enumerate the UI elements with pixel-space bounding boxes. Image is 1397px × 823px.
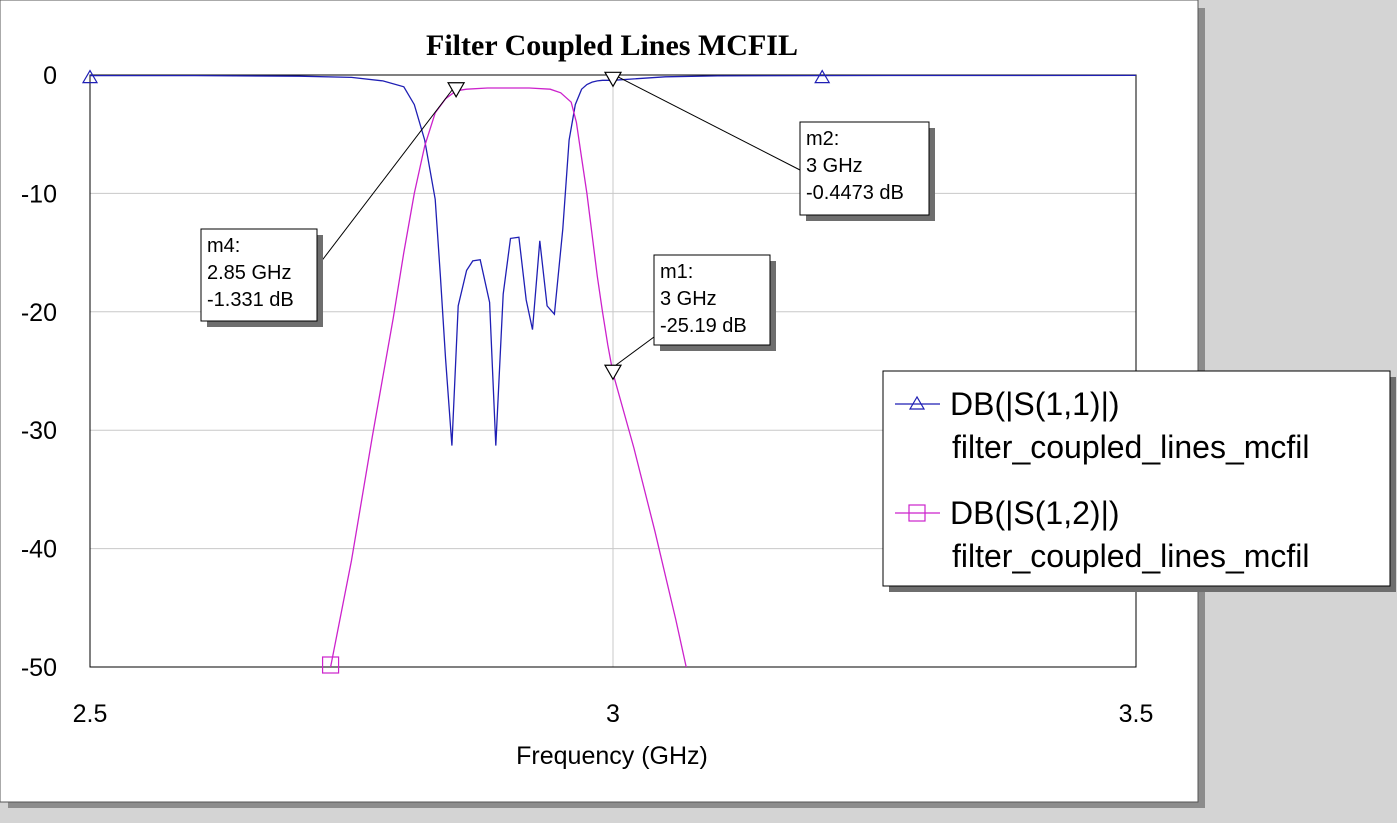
legend-box: [882, 370, 1391, 587]
marker-symbol-m2: [603, 71, 623, 88]
marker-leader-m2: [612, 73, 801, 171]
marker-text-m2: 3 GHz: [806, 155, 863, 177]
legend-swatch-marker: [908, 395, 926, 410]
marker-box-m4: [200, 228, 318, 322]
legend-swatch-marker: [908, 504, 926, 522]
x-tick-label: 3: [606, 700, 620, 728]
marker-text-m4: -1.331 dB: [207, 289, 294, 311]
marker-layer: m1: 3 GHz -25.19 dB m2: 3 GHz -0.4473 dB m4: 2.…: [200, 71, 935, 381]
y-tick-label: -30: [21, 417, 57, 445]
x-tick-label: 2.5: [73, 700, 108, 728]
marker-text-m1: -25.19 dB: [660, 315, 747, 337]
legend-label: DB(|S(1,1)|): [950, 386, 1120, 422]
series-marker-2: [321, 656, 340, 674]
marker-leader-m4: [316, 84, 457, 268]
marker-symbol-m1: [603, 364, 623, 381]
series-line-1: [90, 74, 1137, 446]
y-tick-label: 0: [43, 62, 57, 90]
legend: DB(|S(1,1)|) filter_coupled_lines_mcfil DB…: [882, 370, 1396, 592]
series-marker-1: [814, 69, 831, 84]
chart-title: Filter Coupled Lines MCFIL: [426, 29, 798, 62]
x-tick-labels: 2.5 3 3.5: [73, 700, 1154, 728]
y-tick-labels: 0 -10 -20 -30 -40 -50: [21, 62, 57, 682]
marker-text-m4: 2.85 GHz: [207, 262, 291, 284]
y-tick-label: -50: [21, 654, 57, 682]
series-marker-1: [81, 69, 99, 84]
legend-label: DB(|S(1,2)|): [950, 495, 1120, 531]
series-layer: [81, 69, 1137, 674]
marker-text-m4: m4:: [207, 235, 240, 257]
y-tick-label: -40: [21, 536, 57, 564]
x-tick-label: 3.5: [1119, 700, 1154, 728]
marker-text-m2: m2:: [806, 128, 839, 150]
marker-text-m1: 3 GHz: [660, 288, 717, 310]
marker-leader-m1: [612, 336, 655, 368]
y-tick-label: -10: [21, 180, 57, 208]
legend-source: filter_coupled_lines_mcfil: [952, 429, 1310, 465]
marker-symbol-m4: [447, 82, 466, 98]
y-tick-label: -20: [21, 299, 57, 327]
series-line-2: [329, 87, 687, 668]
marker-text-m2: -0.4473 dB: [806, 182, 904, 204]
marker-box-m1: [653, 254, 771, 346]
marker-text-m1: m1:: [660, 261, 693, 283]
legend-source: filter_coupled_lines_mcfil: [952, 538, 1310, 574]
x-axis-label: Frequency (GHz): [516, 742, 708, 770]
marker-box-m2: [799, 121, 930, 216]
